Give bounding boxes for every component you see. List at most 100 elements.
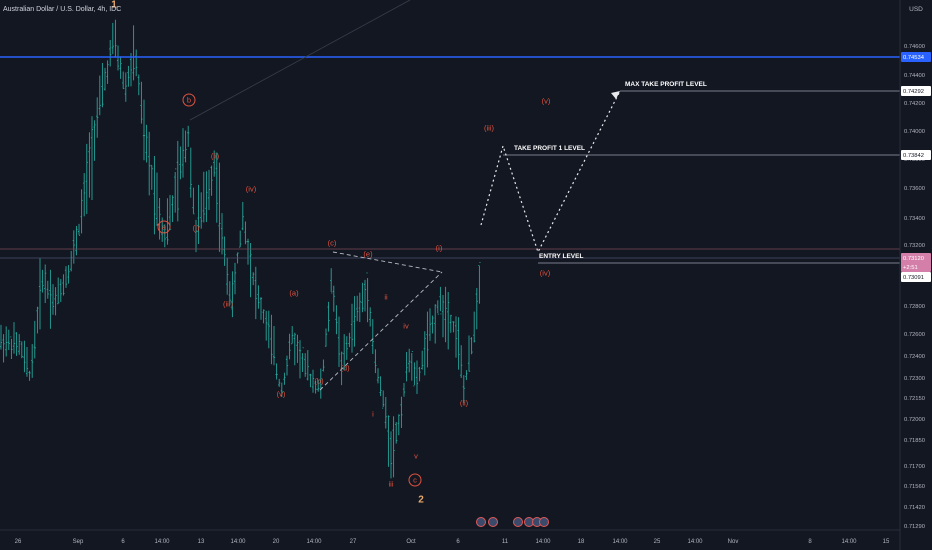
ohlc-bar	[231, 271, 234, 318]
ohlc-bar	[335, 305, 338, 335]
wave-label: (iii)	[223, 300, 233, 309]
price-tag-label: 0.73091	[903, 275, 924, 281]
ohlc-bar	[457, 317, 460, 370]
ohlc-bar	[462, 375, 465, 403]
ohlc-bar	[275, 363, 278, 380]
ohlc-bar	[93, 120, 96, 161]
ohlc-bar	[265, 310, 268, 341]
projection-path[interactable]	[480, 90, 621, 254]
ohlc-bar	[41, 269, 44, 293]
ohlc-bar	[371, 319, 374, 354]
wave-label: (i)	[193, 224, 200, 233]
price-tick-label: 0.71560	[904, 484, 925, 490]
wave-label: a	[162, 223, 167, 232]
ohlc-bar	[254, 266, 257, 320]
economic-events[interactable]	[476, 517, 549, 527]
wave-label-circle	[408, 473, 422, 487]
ohlc-bar	[85, 143, 88, 214]
ohlc-bar	[210, 165, 213, 196]
ohlc-bar	[348, 332, 351, 348]
ohlc-bar	[270, 314, 273, 365]
ohlc-bar	[327, 301, 330, 332]
time-tick-label: 13	[198, 539, 205, 545]
ohlc-bar	[441, 294, 445, 338]
ohlc-bar	[267, 310, 270, 349]
price-tick-label: 0.74200	[904, 101, 925, 107]
ohlc-bar	[51, 284, 55, 315]
ohlc-bar	[252, 272, 255, 286]
ohlc-bar	[322, 359, 325, 372]
ohlc-bar	[415, 360, 419, 395]
price-tick-label: 0.72800	[904, 304, 925, 310]
time-tick-label: 27	[350, 539, 357, 545]
triangle-upper-line[interactable]	[332, 251, 443, 273]
ohlc-bar	[20, 341, 23, 359]
ohlc-bar	[80, 189, 83, 234]
ohlc-bar	[168, 194, 172, 230]
ohlc-bar	[395, 422, 398, 444]
ohlc-bar	[272, 325, 276, 366]
price-axis-ticks: 0.746000.744000.742000.740000.738000.736…	[904, 44, 925, 530]
ohlc-bar	[298, 340, 302, 379]
event-flag-icon[interactable]	[488, 517, 498, 527]
wave-label: (v)	[542, 97, 551, 106]
ohlc-bar	[447, 291, 450, 350]
ohlc-bars	[0, 19, 481, 479]
time-tick-label: 14:00	[841, 539, 857, 545]
ohlc-bar	[15, 332, 18, 356]
ohlc-bar	[106, 60, 109, 84]
time-tick-label: 14:00	[612, 539, 628, 545]
ohlc-bar	[408, 348, 411, 373]
price-tick-label: 0.74600	[904, 44, 925, 50]
ohlc-bar	[153, 155, 156, 235]
ohlc-bar	[57, 277, 60, 305]
ohlc-bar	[64, 266, 68, 288]
price-tag-label: 0.73120	[903, 256, 924, 262]
wave-label: (iii)	[484, 124, 494, 133]
ohlc-bar	[397, 414, 400, 436]
price-tag	[901, 253, 931, 263]
triangle-lower-line[interactable]	[319, 271, 443, 391]
price-tick-label: 0.72000	[904, 417, 925, 423]
event-flag-icon[interactable]	[539, 517, 549, 527]
time-axis-ticks[interactable]: 26 Sep 6 14:00 13 14:00 20 14:00 27 Oct 6 11 14:00 18…	[15, 539, 890, 545]
event-flag-icon[interactable]	[476, 517, 486, 527]
ohlc-bar	[434, 304, 437, 344]
ohlc-bar	[127, 65, 130, 87]
ohlc-bar	[317, 380, 320, 392]
ohlc-bar	[246, 238, 250, 265]
price-tag	[901, 52, 931, 62]
ohlc-bar	[75, 225, 78, 256]
ohlc-bar	[77, 223, 81, 236]
ohlc-bar	[330, 268, 333, 294]
ohlc-bar	[436, 300, 439, 315]
ohlc-bar	[337, 316, 341, 368]
ohlc-bar	[478, 261, 481, 304]
ohlc-bar	[150, 164, 153, 190]
time-tick-label: 14:00	[230, 539, 246, 545]
ohlc-bar	[389, 431, 393, 479]
wave-label: (e)	[363, 250, 373, 259]
wave-label: (ii)	[211, 152, 220, 161]
event-flag-icon[interactable]	[513, 517, 523, 527]
ohlc-bar	[259, 297, 263, 320]
ohlc-bar	[179, 146, 182, 180]
time-tick-label: 14:00	[154, 539, 170, 545]
ohlc-bar	[239, 230, 242, 248]
ohlc-bar	[2, 334, 5, 363]
ohlc-bar	[311, 369, 315, 393]
ohlc-bar	[181, 128, 185, 178]
price-tag-label: 0.74534	[903, 55, 925, 61]
price-tag-label: 0.74292	[903, 89, 924, 95]
trend-line[interactable]	[189, 0, 411, 121]
max-take-profit-label: MAX TAKE PROFIT LEVEL	[625, 81, 707, 88]
time-tick-label: 14:00	[687, 539, 703, 545]
ohlc-bar	[301, 347, 304, 372]
symbol-title[interactable]: Australian Dollar / U.S. Dollar, 4h, IDC	[3, 6, 121, 13]
ohlc-bar	[135, 49, 138, 77]
price-tick-label: 0.71420	[904, 505, 925, 511]
ohlc-bar	[116, 45, 120, 71]
ohlc-bar	[23, 340, 26, 373]
wave-label-circle	[157, 220, 171, 234]
